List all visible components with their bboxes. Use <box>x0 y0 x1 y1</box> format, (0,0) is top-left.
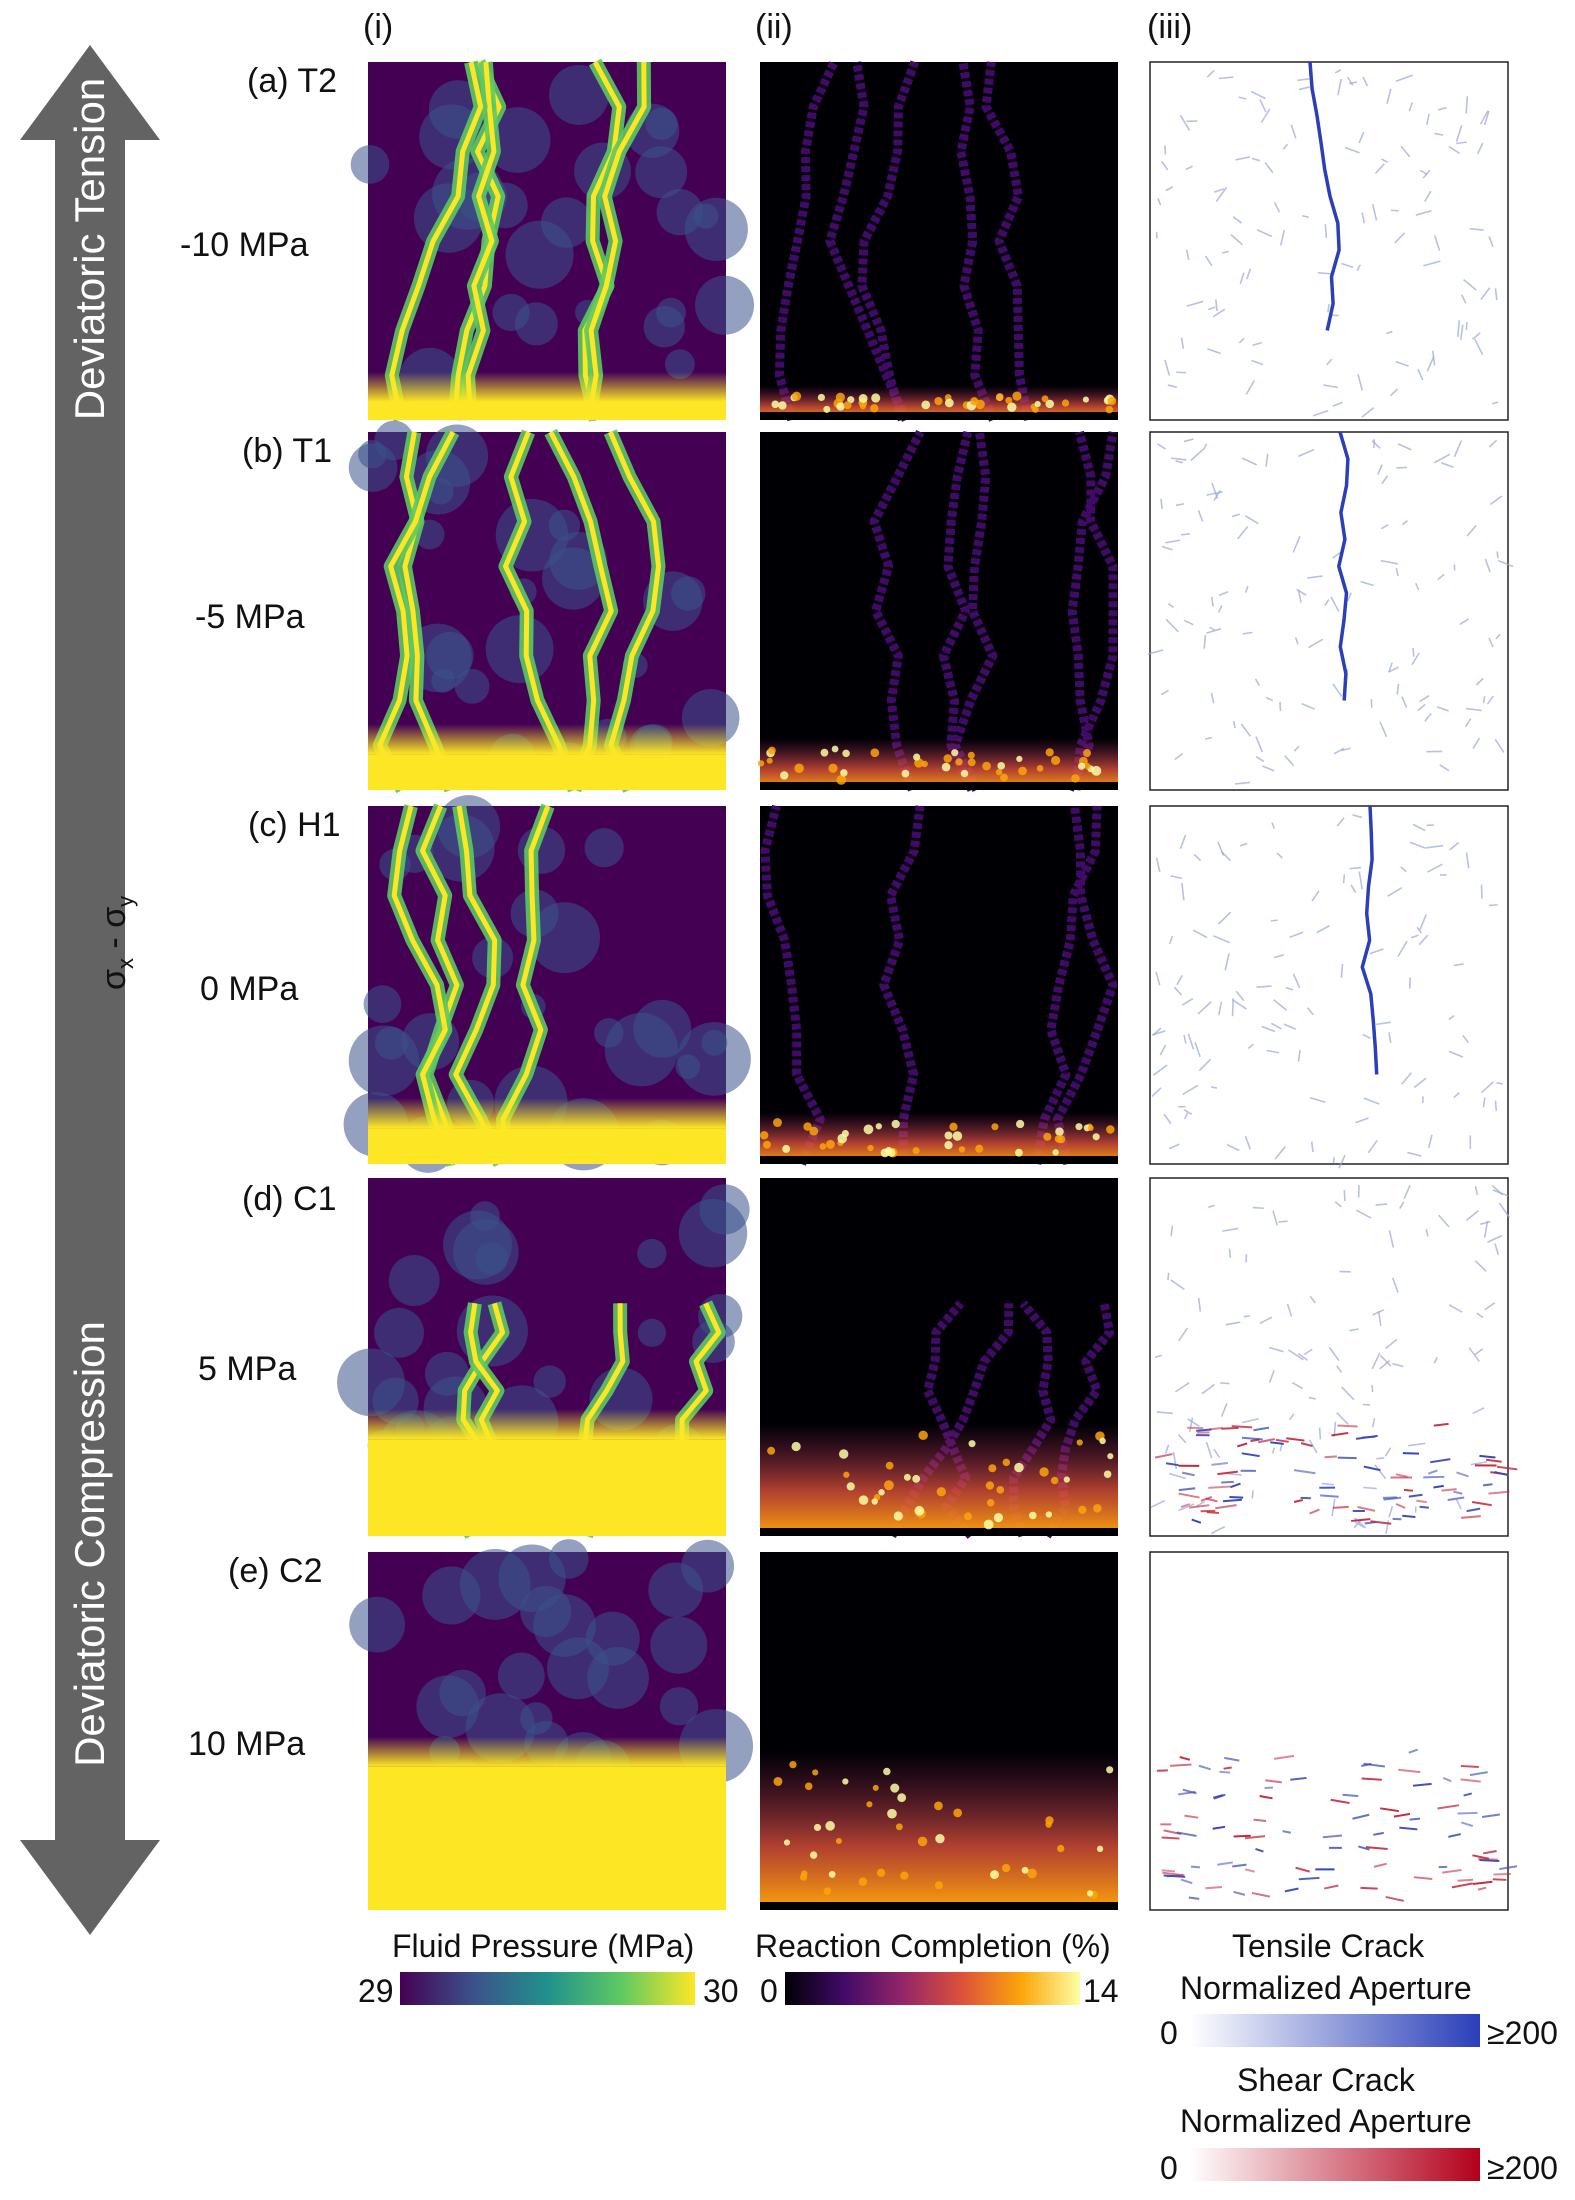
reaction-panel <box>760 1178 1118 1539</box>
pressure-panel <box>349 1539 754 1910</box>
colorbars <box>400 1972 1480 2181</box>
column-label-iii: (iii) <box>1147 8 1193 46</box>
reaction-panel <box>757 429 1118 792</box>
row-tag-d: (d) C1 <box>242 1180 337 1218</box>
tensile-colorbar-title-2: Normalized Aperture <box>1180 1970 1472 2006</box>
reaction-colorbar-max: 14 <box>1083 1973 1119 2009</box>
row-stress-c: 0 MPa <box>200 970 299 1008</box>
panel-grid <box>337 58 1518 1911</box>
pressure-colorbar-min: 29 <box>358 1973 394 2009</box>
pressure-colorbar-title: Fluid Pressure (MPa) <box>392 1928 695 1964</box>
row-tag-e: (e) C2 <box>228 1552 323 1590</box>
row-tag-b: (b) T1 <box>242 432 333 470</box>
reaction-panel <box>760 804 1118 1166</box>
row-stress-d: 5 MPa <box>198 1350 297 1388</box>
pressure-panel <box>337 1178 750 1539</box>
stress-arrow <box>20 45 160 1935</box>
column-label-ii: (ii) <box>755 8 793 46</box>
tensile-colorbar-min: 0 <box>1160 2015 1178 2051</box>
pressure-panel <box>343 795 751 1173</box>
reaction-panel <box>760 60 1118 422</box>
row-tag-a: (a) T2 <box>247 62 338 100</box>
shear-colorbar-max: ≥200 <box>1487 2150 1558 2186</box>
pressure-panel <box>348 420 740 794</box>
pressure-panel <box>350 58 755 422</box>
crack-panel <box>1149 805 1509 1169</box>
row-tag-c: (c) H1 <box>248 806 341 844</box>
crack-panel <box>1149 61 1509 421</box>
tensile-colorbar-title-1: Tensile Crack <box>1232 1928 1425 1964</box>
stress-axis-label: σx - σy <box>95 895 138 990</box>
deviatoric-tension-label: Deviatoric Tension <box>66 77 113 421</box>
reaction-panel <box>760 1552 1118 1910</box>
deviatoric-compression-label: Deviatoric Compression <box>66 1321 113 1767</box>
tensile-colorbar-max: ≥200 <box>1487 2015 1558 2051</box>
shear-colorbar-title-1: Shear Crack <box>1237 2062 1415 2098</box>
row-stress-e: 10 MPa <box>188 1725 306 1763</box>
row-stress-a: -10 MPa <box>180 226 309 264</box>
shear-colorbar-min: 0 <box>1160 2150 1178 2186</box>
column-label-i: (i) <box>363 8 394 46</box>
crack-panel <box>1147 431 1514 791</box>
pressure-colorbar-max: 30 <box>703 1973 739 2009</box>
tensile-colorbar <box>1190 2014 1480 2047</box>
crack-panel <box>1149 1551 1518 1911</box>
row-stress-b: -5 MPa <box>195 598 305 636</box>
reaction-colorbar <box>785 1972 1080 2005</box>
shear-colorbar <box>1190 2148 1480 2181</box>
shear-colorbar-title-2: Normalized Aperture <box>1180 2103 1472 2139</box>
reaction-colorbar-min: 0 <box>760 1973 778 2009</box>
crack-panel <box>1149 1177 1518 1537</box>
pressure-colorbar <box>400 1972 695 2005</box>
reaction-colorbar-title: Reaction Completion (%) <box>755 1928 1111 1964</box>
double-arrow-icon <box>20 45 160 1935</box>
